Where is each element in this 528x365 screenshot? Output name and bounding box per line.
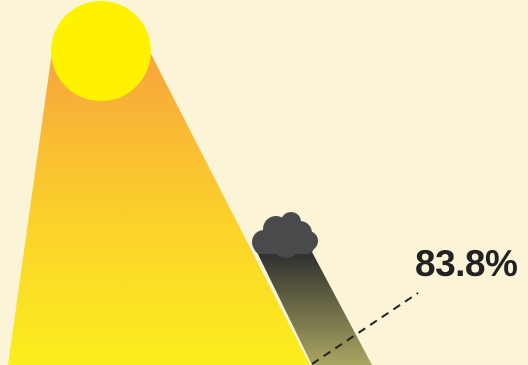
sun-icon [51,1,151,101]
label-leader-line [311,292,419,365]
cloud-icon [252,212,318,258]
percentage-label: 83.8% [415,243,518,284]
cloud-shadow [255,248,372,365]
sunlight-beam [8,52,310,365]
